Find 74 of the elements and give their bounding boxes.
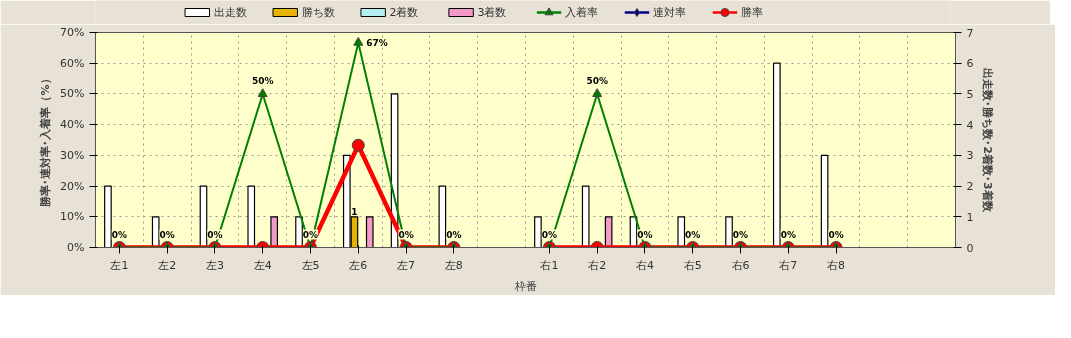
x-tick-label: 左6 [349, 258, 368, 272]
point [351, 138, 365, 152]
x-tick-label: 左7 [397, 258, 416, 272]
legend-label: 勝率 [741, 6, 764, 19]
x-tick-label: 右8 [827, 258, 846, 272]
y2-tick-label: 5 [966, 87, 974, 101]
data-label: 0% [780, 229, 796, 240]
x-axis-title: 枠番 [513, 279, 537, 293]
bar [534, 216, 542, 248]
data-label: 0% [446, 229, 462, 240]
x-tick-label: 左3 [205, 258, 224, 272]
bar [365, 216, 374, 248]
bar [772, 62, 781, 248]
legend-label: 入着率 [565, 6, 599, 19]
legend-label: 3着数 [477, 6, 507, 19]
point [592, 88, 603, 98]
data-label: 0% [732, 229, 749, 240]
data-label: 0% [159, 229, 175, 240]
y-tick-label: 70% [60, 26, 85, 39]
y-tick-label: 40% [60, 118, 85, 132]
bar [295, 216, 303, 248]
y2-tick-label: 4 [966, 118, 974, 132]
y2-tick-label: 3 [966, 149, 974, 163]
bar [725, 216, 733, 248]
y-tick-label: 0% [67, 241, 85, 254]
x-tick-label: 左4 [253, 258, 272, 272]
x-tick-label: 左1 [110, 258, 129, 272]
data-label: 0% [541, 229, 558, 240]
data-label: 0% [637, 229, 653, 240]
x-tick-label: 右1 [540, 258, 559, 272]
y-tick-label: 20% [60, 179, 85, 193]
data-label: 0% [685, 229, 701, 240]
y-axis-title: 勝率･連対率･入着率（%） [39, 73, 53, 208]
legend-label: 出走数 [213, 6, 247, 19]
y-tick-label: 60% [60, 56, 85, 70]
y2-tick-label: 2 [966, 180, 974, 194]
x-tick-label: 右2 [588, 258, 607, 272]
point [353, 36, 364, 46]
legend-label: 2着数 [389, 6, 419, 19]
y-tick-label: 50% [60, 87, 85, 101]
data-label: 0% [207, 229, 223, 240]
data-label: 67% [366, 37, 388, 48]
x-tick-label: 左5 [301, 258, 320, 272]
data-label: 0% [302, 229, 319, 240]
bar [104, 185, 112, 248]
x-tick-label: 右4 [635, 258, 654, 272]
bar [604, 216, 613, 248]
data-label: 0% [828, 229, 844, 240]
bar [677, 216, 686, 248]
data-label: 1 [351, 206, 358, 217]
y2-tick-label: 7 [966, 26, 974, 40]
bar [151, 216, 160, 248]
bar [438, 185, 447, 248]
legend-label: 勝ち数 [301, 6, 335, 19]
y2-axis-title: 出走数･勝ち数･2着数･3着数 [981, 68, 995, 213]
data-label: 50% [586, 75, 608, 86]
x-tick-label: 左8 [444, 258, 463, 272]
y2-tick-label: 0 [966, 241, 974, 255]
x-tick-label: 右7 [779, 258, 798, 272]
x-tick-label: 右6 [731, 258, 750, 272]
data-label: 0% [398, 229, 414, 240]
bar [581, 185, 590, 248]
y-tick-label: 30% [60, 148, 85, 162]
legend-label: 連対率 [653, 6, 687, 19]
y2-tick-label: 1 [966, 210, 974, 224]
y2-tick-label: 6 [966, 57, 974, 71]
x-tick-label: 左2 [158, 258, 177, 272]
point [257, 88, 268, 98]
bar [270, 216, 279, 248]
y-tick-label: 10% [60, 210, 85, 224]
bar [247, 185, 256, 248]
data-label: 0% [111, 229, 128, 240]
x-tick-label: 右5 [683, 258, 702, 272]
data-label: 50% [251, 75, 274, 86]
